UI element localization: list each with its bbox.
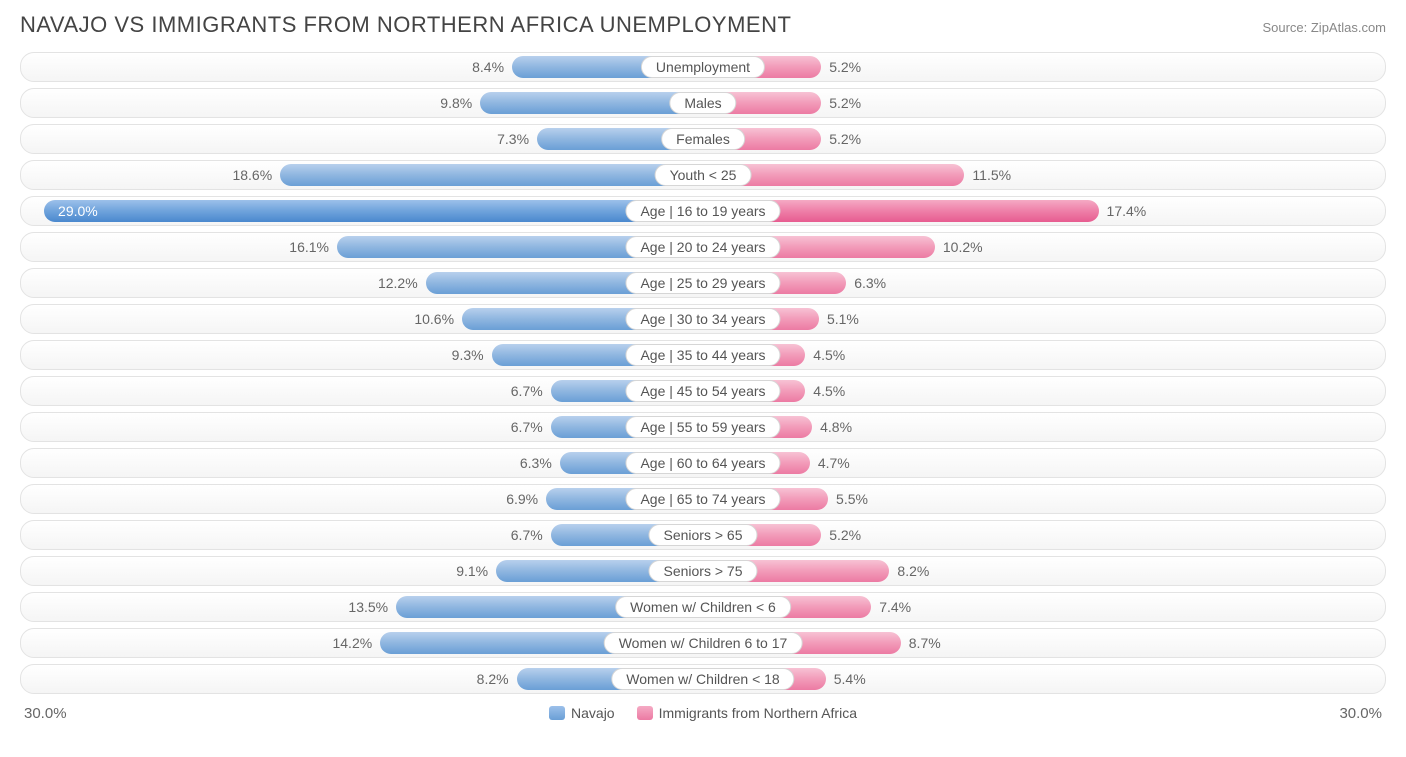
bar-row: 6.3% 4.7% Age | 60 to 64 years bbox=[20, 448, 1386, 478]
chart-footer: 30.0% Navajo Immigrants from Northern Af… bbox=[20, 702, 1386, 724]
value-left: 14.2% bbox=[332, 635, 372, 651]
value-right: 6.3% bbox=[854, 275, 886, 291]
value-right: 4.5% bbox=[813, 383, 845, 399]
value-left: 6.7% bbox=[511, 419, 543, 435]
value-left: 9.8% bbox=[440, 95, 472, 111]
chart-header: NAVAJO VS IMMIGRANTS FROM NORTHERN AFRIC… bbox=[20, 12, 1386, 38]
value-right: 4.8% bbox=[820, 419, 852, 435]
category-label: Age | 25 to 29 years bbox=[625, 272, 780, 294]
value-right: 4.7% bbox=[818, 455, 850, 471]
category-label: Age | 30 to 34 years bbox=[625, 308, 780, 330]
diverging-bar-chart: 8.4% 5.2% Unemployment 9.8% 5.2% Males 7.3% 5.2… bbox=[20, 52, 1386, 694]
value-right: 11.5% bbox=[972, 167, 1011, 183]
value-right: 8.7% bbox=[909, 635, 941, 651]
bar-row: 14.2% 8.7% Women w/ Children 6 to 17 bbox=[20, 628, 1386, 658]
value-left: 9.1% bbox=[456, 563, 488, 579]
value-left: 29.0% bbox=[58, 203, 98, 219]
bar-left bbox=[44, 200, 703, 222]
value-right: 10.2% bbox=[943, 239, 983, 255]
bar-row: 7.3% 5.2% Females bbox=[20, 124, 1386, 154]
value-left: 6.9% bbox=[506, 491, 538, 507]
category-label: Females bbox=[661, 128, 745, 150]
category-label: Age | 55 to 59 years bbox=[625, 416, 780, 438]
category-label: Age | 60 to 64 years bbox=[625, 452, 780, 474]
bar-row: 9.1% 8.2% Seniors > 75 bbox=[20, 556, 1386, 586]
category-label: Youth < 25 bbox=[655, 164, 752, 186]
value-right: 17.4% bbox=[1107, 203, 1147, 219]
legend-item-left: Navajo bbox=[549, 705, 615, 721]
swatch-pink-icon bbox=[637, 706, 653, 720]
bar-row: 9.8% 5.2% Males bbox=[20, 88, 1386, 118]
bar-row: 6.9% 5.5% Age | 65 to 74 years bbox=[20, 484, 1386, 514]
swatch-blue-icon bbox=[549, 706, 565, 720]
category-label: Women w/ Children < 6 bbox=[615, 596, 791, 618]
category-label: Age | 45 to 54 years bbox=[625, 380, 780, 402]
legend: Navajo Immigrants from Northern Africa bbox=[549, 705, 857, 721]
bar-row: 9.3% 4.5% Age | 35 to 44 years bbox=[20, 340, 1386, 370]
bar-left bbox=[280, 164, 703, 186]
legend-item-right: Immigrants from Northern Africa bbox=[637, 705, 857, 721]
value-left: 13.5% bbox=[348, 599, 388, 615]
legend-right-label: Immigrants from Northern Africa bbox=[659, 705, 857, 721]
category-label: Males bbox=[669, 92, 736, 114]
value-left: 6.3% bbox=[520, 455, 552, 471]
category-label: Seniors > 75 bbox=[649, 560, 758, 582]
category-label: Seniors > 65 bbox=[649, 524, 758, 546]
bar-row: 6.7% 4.5% Age | 45 to 54 years bbox=[20, 376, 1386, 406]
value-left: 8.4% bbox=[472, 59, 504, 75]
bar-row: 12.2% 6.3% Age | 25 to 29 years bbox=[20, 268, 1386, 298]
value-right: 5.4% bbox=[834, 671, 866, 687]
bar-row: 8.2% 5.4% Women w/ Children < 18 bbox=[20, 664, 1386, 694]
category-label: Women w/ Children < 18 bbox=[611, 668, 794, 690]
axis-max-left: 30.0% bbox=[24, 705, 67, 722]
category-label: Unemployment bbox=[641, 56, 765, 78]
value-right: 4.5% bbox=[813, 347, 845, 363]
bar-row: 18.6% 11.5% Youth < 25 bbox=[20, 160, 1386, 190]
bar-row: 16.1% 10.2% Age | 20 to 24 years bbox=[20, 232, 1386, 262]
value-right: 5.1% bbox=[827, 311, 859, 327]
value-right: 5.2% bbox=[829, 131, 861, 147]
bar-row: 6.7% 4.8% Age | 55 to 59 years bbox=[20, 412, 1386, 442]
value-left: 10.6% bbox=[414, 311, 454, 327]
category-label: Age | 20 to 24 years bbox=[625, 236, 780, 258]
value-right: 8.2% bbox=[897, 563, 929, 579]
value-left: 6.7% bbox=[511, 527, 543, 543]
bar-row: 6.7% 5.2% Seniors > 65 bbox=[20, 520, 1386, 550]
value-left: 12.2% bbox=[378, 275, 418, 291]
chart-title: NAVAJO VS IMMIGRANTS FROM NORTHERN AFRIC… bbox=[20, 12, 791, 38]
chart-source: Source: ZipAtlas.com bbox=[1262, 20, 1386, 35]
value-right: 7.4% bbox=[879, 599, 911, 615]
value-left: 9.3% bbox=[452, 347, 484, 363]
value-left: 8.2% bbox=[477, 671, 509, 687]
value-right: 5.2% bbox=[829, 59, 861, 75]
bar-row: 8.4% 5.2% Unemployment bbox=[20, 52, 1386, 82]
category-label: Age | 65 to 74 years bbox=[625, 488, 780, 510]
value-right: 5.5% bbox=[836, 491, 868, 507]
value-left: 6.7% bbox=[511, 383, 543, 399]
bar-row: 10.6% 5.1% Age | 30 to 34 years bbox=[20, 304, 1386, 334]
value-left: 7.3% bbox=[497, 131, 529, 147]
bar-row: 13.5% 7.4% Women w/ Children < 6 bbox=[20, 592, 1386, 622]
category-label: Age | 35 to 44 years bbox=[625, 344, 780, 366]
category-label: Age | 16 to 19 years bbox=[625, 200, 780, 222]
value-left: 16.1% bbox=[289, 239, 329, 255]
value-right: 5.2% bbox=[829, 95, 861, 111]
value-left: 18.6% bbox=[232, 167, 272, 183]
legend-left-label: Navajo bbox=[571, 705, 615, 721]
bar-row: 29.0% 17.4% Age | 16 to 19 years bbox=[20, 196, 1386, 226]
axis-max-right: 30.0% bbox=[1339, 705, 1382, 722]
value-right: 5.2% bbox=[829, 527, 861, 543]
category-label: Women w/ Children 6 to 17 bbox=[604, 632, 803, 654]
